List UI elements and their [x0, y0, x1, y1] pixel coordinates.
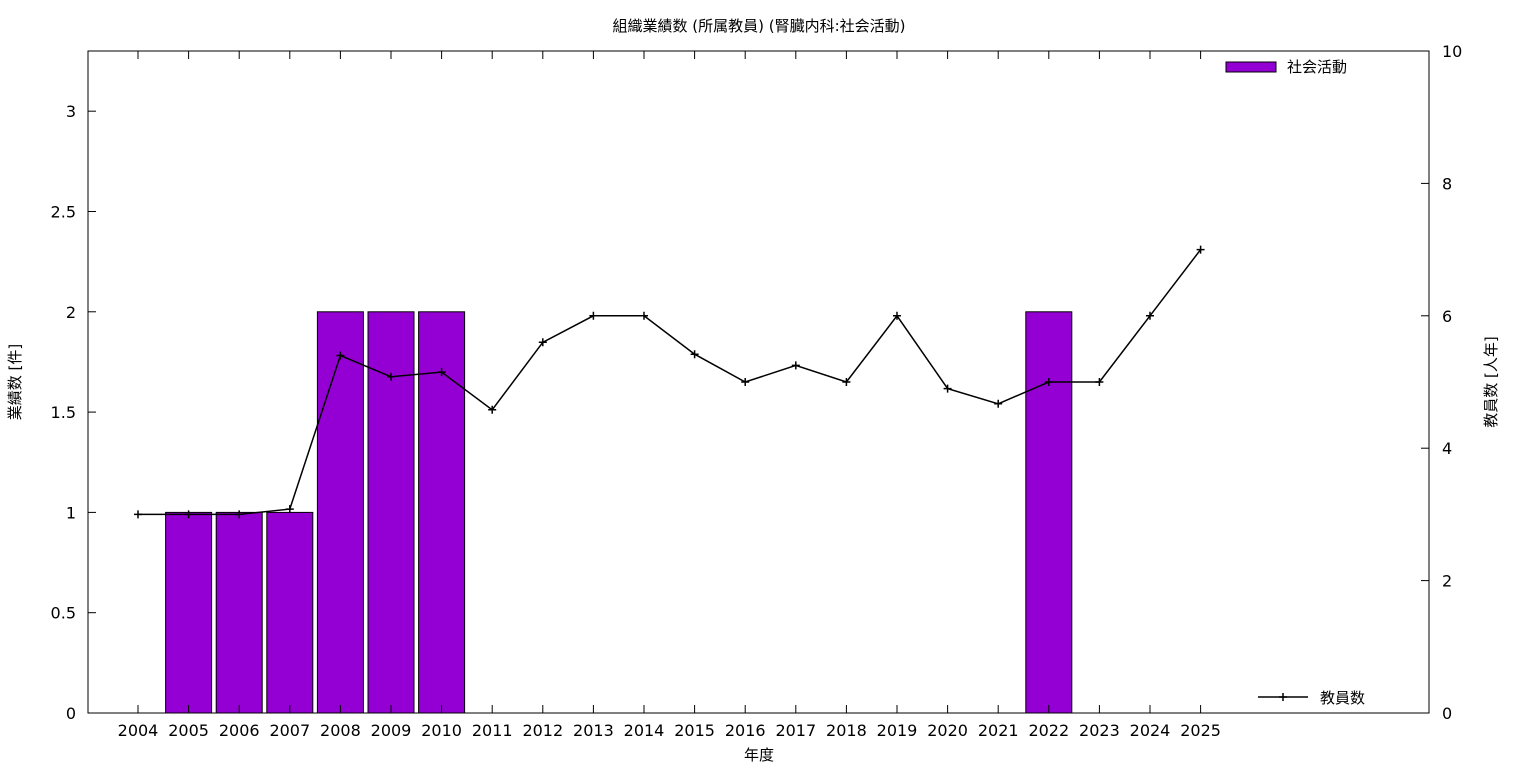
point-2012: [538, 338, 547, 347]
legend-line-label: 教員数: [1320, 689, 1365, 707]
x-tick-label: 2018: [826, 721, 867, 740]
point-2013: [589, 311, 598, 320]
point-2007: [285, 505, 294, 514]
point-2009: [387, 372, 395, 381]
legend-bar-entry: 社会活動: [1225, 58, 1347, 76]
y-tick-label: 2.5: [51, 202, 76, 221]
x-tick-label: 2007: [269, 721, 310, 740]
bar-2009: [367, 311, 415, 714]
legend-line-entry: 教員数: [1258, 689, 1365, 707]
x-tick-label: 2006: [219, 721, 260, 740]
x-tick-label: 2014: [624, 721, 665, 740]
line-layer: [134, 245, 1205, 519]
point-2010: [437, 368, 446, 377]
x-tick-label: 2008: [320, 721, 361, 740]
point-2016: [741, 378, 750, 386]
bar-2022: [1025, 311, 1073, 714]
bar-2006: [215, 511, 263, 714]
x-tick-label: 2017: [775, 721, 816, 740]
x-tick-label: 2025: [1180, 721, 1221, 740]
point-2021: [994, 399, 1003, 408]
x-axis-title: 年度: [744, 746, 774, 764]
x-tick-label: 2011: [472, 721, 513, 740]
x-tick-label: 2005: [168, 721, 209, 740]
point-2004: [134, 510, 142, 519]
bar-2007: [266, 511, 314, 714]
x-tick-label: 2019: [877, 721, 918, 740]
x-tick-label: 2021: [978, 721, 1019, 740]
x-tick-label: 2012: [522, 721, 563, 740]
x-tick-label: 2013: [573, 721, 614, 740]
point-2006: [235, 510, 244, 519]
x-tick-label: 2009: [371, 721, 412, 740]
point-2018: [842, 378, 851, 386]
y2-tick-label: 0: [1442, 704, 1452, 723]
point-2022: [1044, 378, 1053, 386]
y2-tick-label: 4: [1442, 439, 1452, 458]
plot-frame: [87, 50, 1430, 714]
point-2020: [943, 384, 952, 393]
point-2024: [1146, 311, 1154, 320]
x-tick-label: 2016: [725, 721, 766, 740]
x-tick-label: 2023: [1079, 721, 1120, 740]
point-2025: [1196, 245, 1205, 254]
point-2005: [184, 510, 193, 519]
x-tick-label: 2015: [674, 721, 715, 740]
y2-tick-label: 2: [1442, 572, 1452, 591]
point-2014: [640, 311, 648, 320]
y-axis-title: 業績数 [件]: [6, 344, 24, 420]
point-2023: [1095, 378, 1104, 386]
bars-layer: [165, 311, 1073, 714]
ticks-layer: 0 0.5 1 1.5 2 2.5 3 0 2 4 6 8 10 2004 2005 2006 2007 2008…: [51, 42, 1463, 740]
bar-2008: [316, 311, 364, 714]
x-tick-label: 2024: [1130, 721, 1171, 740]
point-2017: [791, 361, 800, 370]
series-line-faculty: [138, 249, 1202, 516]
y-tick-label: 2: [66, 303, 76, 322]
point-2019: [893, 311, 901, 320]
bar-2010: [418, 311, 466, 714]
x-tick-label: 2010: [421, 721, 462, 740]
legend-line-marker: [1279, 693, 1287, 701]
y2-tick-label: 8: [1442, 174, 1452, 193]
point-2008: [336, 351, 345, 360]
y2-tick-label: 10: [1442, 42, 1462, 61]
legend-bar-label: 社会活動: [1287, 58, 1347, 76]
y-tick-label: 0: [66, 704, 76, 723]
legend-bar-swatch: [1225, 61, 1277, 73]
x-tick-label: 2004: [118, 721, 159, 740]
y-tick-label: 1: [66, 503, 76, 522]
chart-title: 組織業績数 (所属教員) (腎臓内科:社会活動): [613, 17, 906, 35]
x-tick-label: 2020: [927, 721, 968, 740]
bar-2005: [165, 511, 213, 714]
y-tick-label: 0.5: [51, 604, 76, 623]
point-2015: [690, 350, 699, 359]
y-tick-label: 3: [66, 102, 76, 121]
y2-axis-title: 教員数 [人年]: [1482, 336, 1500, 427]
y2-tick-label: 6: [1442, 307, 1452, 326]
y-tick-label: 1.5: [51, 403, 76, 422]
point-2011: [488, 405, 497, 414]
x-tick-label: 2022: [1028, 721, 1069, 740]
